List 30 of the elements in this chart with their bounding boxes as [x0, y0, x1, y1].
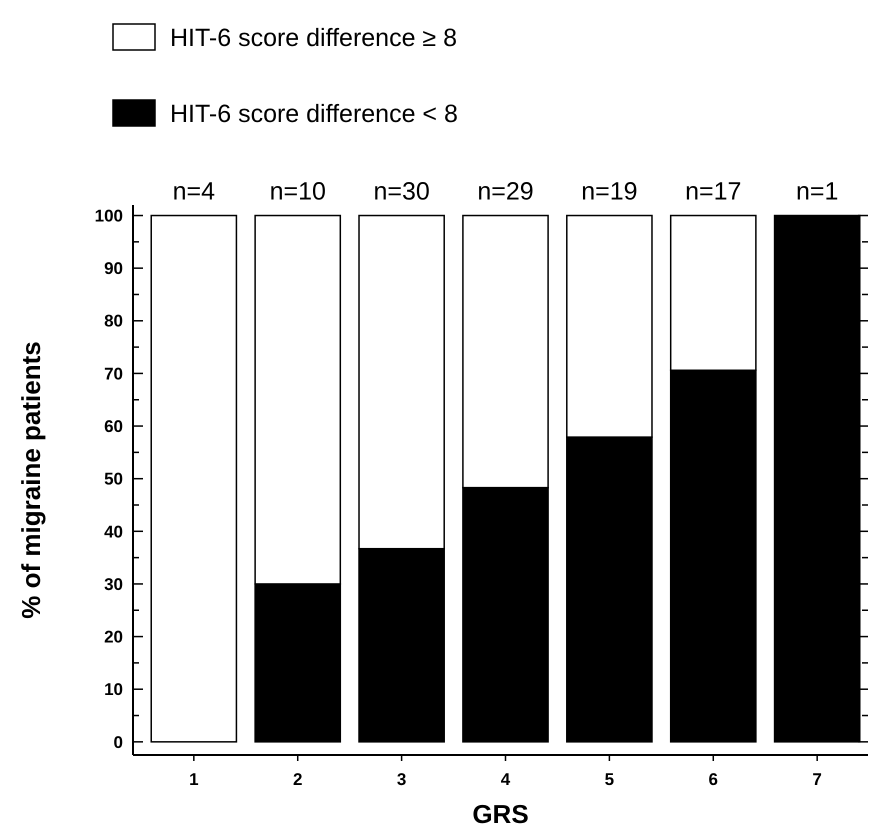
x-tick-label: 4	[500, 770, 511, 789]
legend-label: HIT-6 score difference < 8	[170, 100, 458, 128]
annotation: n=30	[373, 178, 430, 206]
y-tick-label: 50	[104, 470, 123, 489]
annotation: n=1	[796, 178, 838, 206]
y-tick-label: 40	[104, 522, 123, 542]
y-tick-label: 0	[114, 732, 123, 752]
annotation: n=29	[477, 178, 534, 206]
x-tick-label: 2	[292, 770, 302, 789]
legend-label: HIT-6 score difference ≥ 8	[170, 24, 457, 52]
x-tick-label: 5	[604, 770, 614, 789]
x-axis-title: GRS	[472, 799, 529, 829]
y-tick-label: 70	[104, 364, 123, 384]
y-tick-label: 20	[104, 628, 123, 647]
x-tick-label: 3	[396, 770, 406, 789]
x-tick-label: 1	[189, 770, 199, 789]
y-tick-label: 90	[104, 259, 123, 278]
y-tick-label: 30	[104, 574, 123, 594]
x-tick-label: 7	[812, 770, 822, 789]
annotation: n=17	[685, 178, 742, 206]
y-axis-title: % of migraine patients	[16, 341, 46, 619]
annotation: n=10	[270, 178, 326, 206]
y-tick-label: 10	[104, 680, 123, 700]
y-tick-label: 60	[104, 417, 123, 436]
x-tick-label: 6	[708, 770, 718, 789]
y-tick-label: 100	[94, 206, 123, 226]
bar	[150, 214, 238, 743]
annotation: n=19	[581, 178, 638, 206]
y-tick-label: 80	[104, 312, 123, 331]
annotation: n=4	[172, 178, 216, 206]
